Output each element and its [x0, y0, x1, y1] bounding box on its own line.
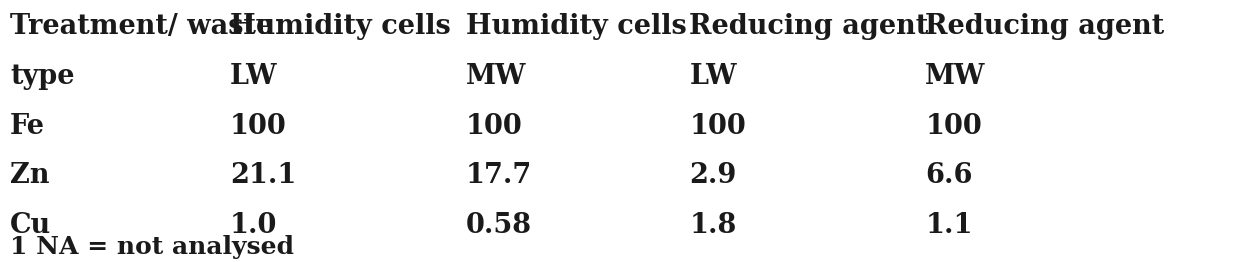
Text: 2.9: 2.9 [689, 162, 737, 189]
Text: type: type [10, 63, 75, 90]
Text: 1.8: 1.8 [689, 212, 737, 239]
Text: 0.58: 0.58 [466, 212, 532, 239]
Text: Fe: Fe [10, 113, 45, 140]
Text: Cu: Cu [10, 212, 51, 239]
Text: 100: 100 [689, 113, 746, 140]
Text: LW: LW [689, 63, 737, 90]
Text: MW: MW [466, 63, 527, 90]
Text: Humidity cells: Humidity cells [466, 13, 687, 40]
Text: 100: 100 [925, 113, 982, 140]
Text: 17.7: 17.7 [466, 162, 532, 189]
Text: 100: 100 [466, 113, 523, 140]
Text: 1 NA = not analysed: 1 NA = not analysed [10, 235, 294, 259]
Text: LW: LW [230, 63, 277, 90]
Text: Reducing agent: Reducing agent [925, 13, 1165, 40]
Text: 21.1: 21.1 [230, 162, 296, 189]
Text: 100: 100 [230, 113, 287, 140]
Text: Humidity cells: Humidity cells [230, 13, 451, 40]
Text: 1.0: 1.0 [230, 212, 277, 239]
Text: 1.1: 1.1 [925, 212, 972, 239]
Text: Treatment/ waste: Treatment/ waste [10, 13, 273, 40]
Text: Zn: Zn [10, 162, 50, 189]
Text: MW: MW [925, 63, 986, 90]
Text: Reducing agent: Reducing agent [689, 13, 929, 40]
Text: 6.6: 6.6 [925, 162, 972, 189]
